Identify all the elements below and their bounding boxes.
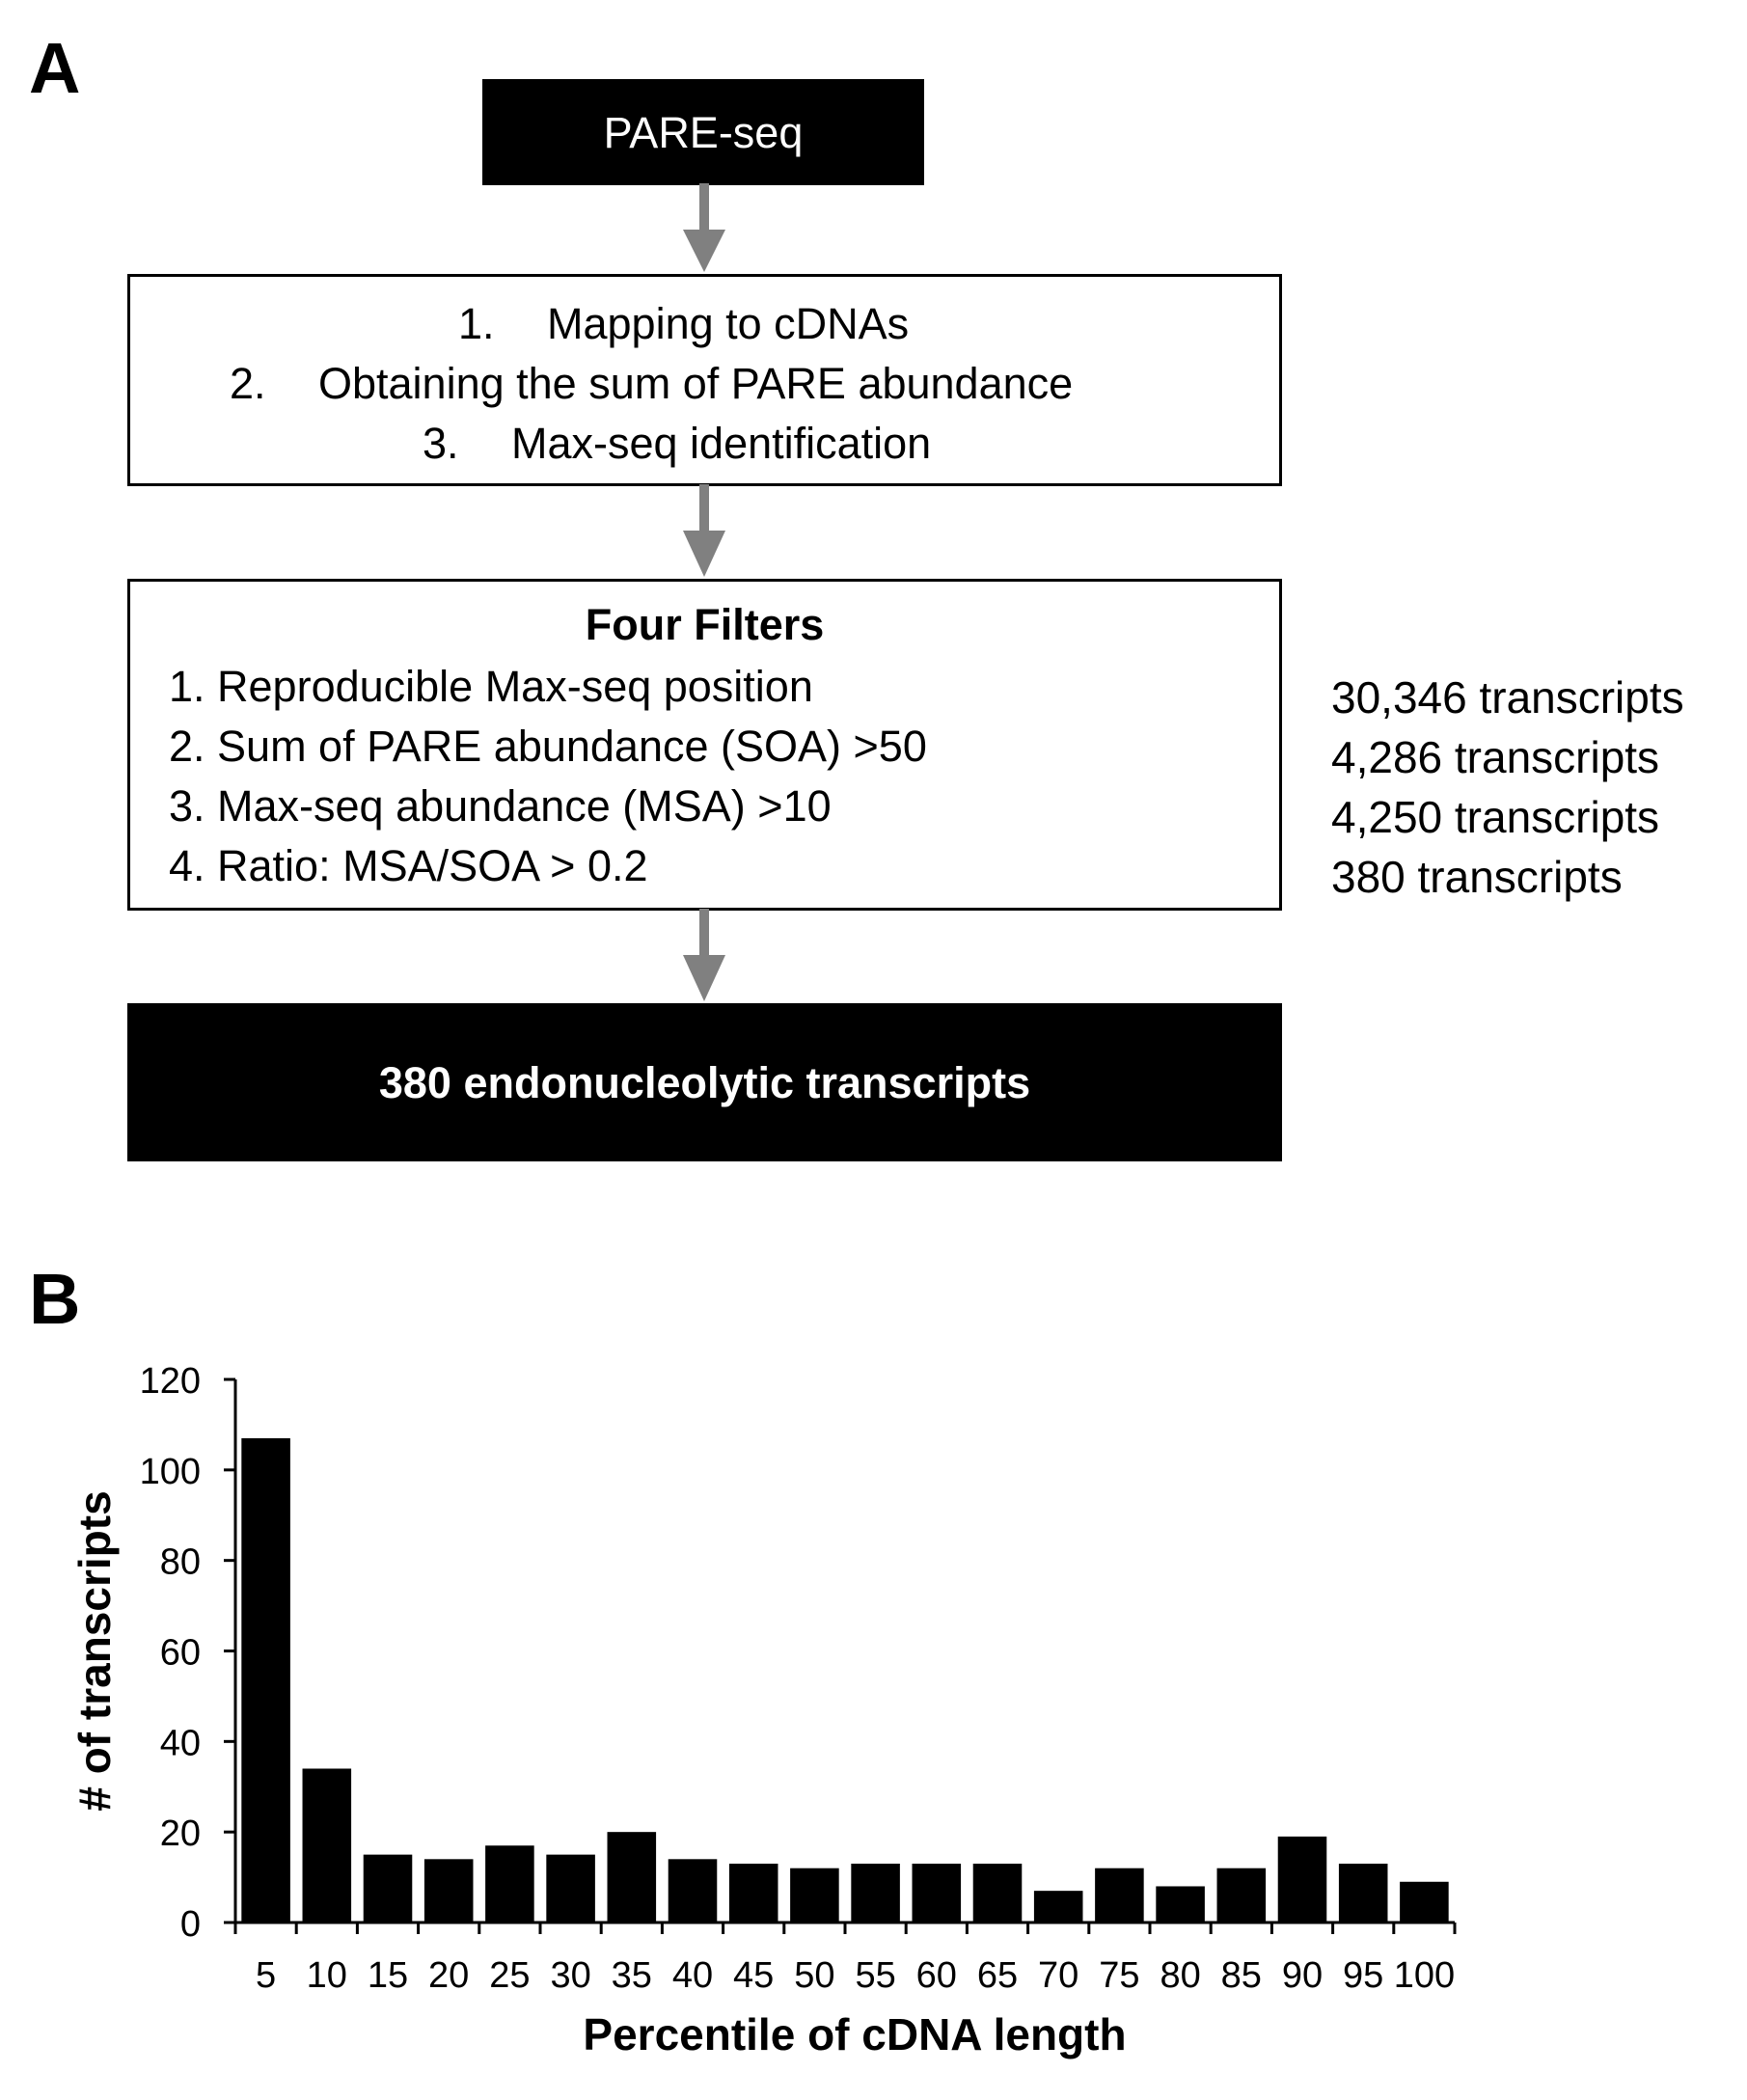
y-tick-label: 120	[140, 1361, 201, 1402]
x-tick-label: 50	[794, 1955, 834, 1996]
pare-seq-label: PARE-seq	[603, 107, 804, 157]
bar-100	[1400, 1881, 1449, 1923]
bar-chart: 0 20 40 60 80 100 120 5 10 15 20 25 30 35 40 45 50 55 60 6…	[69, 1361, 1457, 2059]
panel-a-label: A	[29, 28, 81, 108]
x-tick-label: 5	[256, 1955, 276, 1996]
x-tick-label: 85	[1221, 1955, 1262, 1996]
x-tick-label: 65	[977, 1955, 1018, 1996]
filters-title: Four Filters	[585, 600, 825, 649]
step-1-number: 1.	[458, 299, 495, 348]
y-axis-label: # of transcripts	[69, 1490, 120, 1811]
x-tick-label: 100	[1394, 1955, 1455, 1996]
bar-55	[851, 1864, 900, 1923]
filter-2: 2. Sum of PARE abundance (SOA) >50	[169, 722, 927, 771]
x-tick-label: 45	[733, 1955, 774, 1996]
x-tick-label: 10	[307, 1955, 347, 1996]
processing-steps-box: 1. Mapping to cDNAs 2. Obtaining the sum o…	[127, 274, 1282, 486]
bar-90	[1277, 1836, 1327, 1923]
y-tick-label: 40	[160, 1723, 201, 1763]
panel-b-label: B	[29, 1259, 81, 1339]
x-tick-label: 55	[855, 1955, 895, 1996]
bar-10	[302, 1768, 352, 1923]
x-tick-label: 20	[428, 1955, 469, 1996]
bar-60	[912, 1864, 962, 1923]
x-tick-label: 15	[368, 1955, 408, 1996]
bar-15	[363, 1854, 413, 1923]
step-2-text: Obtaining the sum of PARE abundance	[318, 359, 1074, 408]
count-filter-3: 4,250 transcripts	[1331, 792, 1660, 842]
step-2: 2. Obtaining the sum of PARE abundance	[230, 362, 1073, 405]
x-tick-label: 60	[916, 1955, 957, 1996]
bar-65	[972, 1864, 1023, 1923]
bar-20	[423, 1859, 474, 1923]
x-tick-label: 70	[1038, 1955, 1078, 1996]
step-1-text: Mapping to cDNAs	[547, 299, 910, 348]
bar-80	[1156, 1886, 1205, 1923]
result-label: 380 endonucleolytic transcripts	[378, 1057, 1031, 1107]
x-tick-label: 75	[1099, 1955, 1139, 1996]
step-3: 3. Max-seq identification	[423, 422, 931, 465]
bar-95	[1338, 1864, 1388, 1923]
bar-40	[668, 1859, 718, 1923]
count-filter-1: 30,346 transcripts	[1331, 672, 1684, 723]
arrow-down-icon	[683, 909, 725, 1001]
y-tick-label: 20	[160, 1814, 201, 1854]
bar-25	[485, 1845, 534, 1923]
filter-3: 3. Max-seq abundance (MSA) >10	[169, 781, 832, 831]
arrow-down-icon	[683, 484, 725, 577]
y-tick-label: 60	[160, 1633, 201, 1674]
bars	[241, 1437, 1449, 1923]
bar-50	[790, 1868, 839, 1923]
bar-85	[1216, 1868, 1267, 1923]
result-box: 380 endonucleolytic transcripts	[127, 1003, 1282, 1161]
x-tick-label: 80	[1160, 1955, 1200, 1996]
bar-75	[1095, 1868, 1144, 1923]
x-axis-label: Percentile of cDNA length	[583, 2009, 1126, 2059]
y-tick-label: 80	[160, 1542, 201, 1583]
pare-seq-box: PARE-seq	[482, 79, 924, 185]
bar-30	[546, 1854, 595, 1923]
step-3-text: Max-seq identification	[511, 419, 932, 468]
y-tick-label: 0	[180, 1904, 201, 1945]
bar-45	[728, 1864, 778, 1923]
x-tick-label: 90	[1282, 1955, 1323, 1996]
arrow-down-icon	[683, 183, 725, 272]
x-tick-label: 25	[489, 1955, 530, 1996]
bar-35	[607, 1832, 657, 1923]
y-tick-label: 100	[140, 1452, 201, 1492]
x-tick-label: 40	[672, 1955, 713, 1996]
filters-box: Four Filters 1. Reproducible Max-seq pos…	[127, 579, 1282, 911]
bar-70	[1033, 1891, 1083, 1923]
step-1: 1. Mapping to cDNAs	[458, 302, 909, 345]
step-3-number: 3.	[423, 419, 459, 468]
count-filter-4: 380 transcripts	[1331, 852, 1623, 902]
filter-4: 4. Ratio: MSA/SOA > 0.2	[169, 841, 648, 890]
x-tick-label: 35	[612, 1955, 652, 1996]
x-tick-label: 95	[1343, 1955, 1383, 1996]
filter-1: 1. Reproducible Max-seq position	[169, 662, 813, 711]
y-axis-ticks: 0 20 40 60 80 100 120	[140, 1361, 235, 1945]
bar-5	[241, 1437, 290, 1923]
step-2-number: 2.	[230, 359, 266, 408]
count-filter-2: 4,286 transcripts	[1331, 732, 1660, 782]
x-axis-ticks: 5 10 15 20 25 30 35 40 45 50 55 60 65 70 75 80 85 90 95 100	[233, 1923, 1457, 1996]
x-tick-label: 30	[550, 1955, 590, 1996]
